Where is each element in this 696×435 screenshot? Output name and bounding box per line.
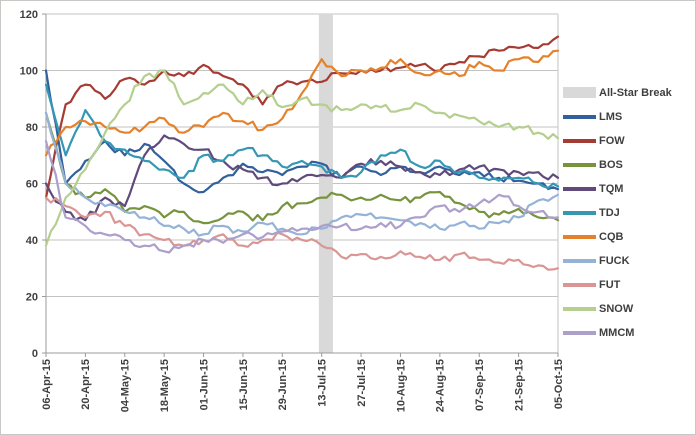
y-tick-label: 80 [26, 122, 38, 134]
x-tick-label: 05-Oct-15 [553, 359, 565, 409]
series-line-fut [44, 196, 560, 271]
y-tick-label: 60 [26, 179, 38, 191]
y-tick-label: 20 [26, 292, 38, 304]
legend-label: LMS [599, 110, 623, 123]
x-tick-label: 10-Aug-15 [395, 359, 407, 412]
y-tick-label: 100 [20, 66, 38, 78]
legend-swatch-snow [563, 306, 596, 311]
legend-item-tdj: TDJ [563, 205, 693, 220]
legend-swatch-tdj [563, 210, 596, 215]
series-line-fow [44, 35, 560, 199]
legend-swatch-cqb [563, 234, 596, 239]
x-tick-label: 29-Jun-15 [277, 359, 289, 410]
series-line-mmcm [44, 140, 560, 254]
legend-item-cqb: CQB [563, 229, 693, 244]
y-tick-label: 0 [32, 348, 38, 360]
legend-swatch-lms [563, 114, 596, 119]
y-tick-label: 40 [26, 235, 38, 247]
legend-swatch-bos [563, 162, 596, 167]
legend-label: SNOW [599, 302, 634, 315]
x-tick-label: 24-Aug-15 [435, 359, 447, 412]
legend-label: CQB [599, 230, 624, 243]
legend-item-tqm: TQM [563, 181, 693, 196]
x-tick-label: 18-May-15 [159, 359, 171, 412]
legend-label: All-Star Break [599, 86, 672, 99]
legend-label: TDJ [599, 206, 620, 219]
legend-label: FOW [599, 134, 625, 147]
x-tick-label: 07-Sep-15 [474, 359, 486, 411]
x-tick-label: 21-Sep-15 [513, 359, 525, 411]
x-tick-label: 04-May-15 [120, 359, 132, 412]
legend-label: TQM [599, 182, 624, 195]
legend-item-fow: FOW [563, 133, 693, 148]
x-tick-label: 13-Jul-15 [317, 359, 329, 407]
x-tick-label: 27-Jul-15 [356, 359, 368, 407]
x-tick-label: 20-Apr-15 [80, 359, 92, 410]
legend-label: FUCK [599, 254, 630, 267]
series-line-cqb [44, 49, 560, 157]
legend-swatch-all-star-break [563, 87, 596, 98]
series-line-fuck [44, 111, 560, 237]
legend-item-snow: SNOW [563, 301, 693, 316]
legend-label: MMCM [599, 326, 635, 339]
x-tick-label: 01-Jun-15 [198, 359, 210, 410]
chart-legend: All-Star Break LMS FOW BOS TQM TDJ CQB FUCK FUT S… [563, 85, 693, 340]
x-tick-label: 06-Apr-15 [41, 359, 53, 410]
series-line-tqm [44, 134, 560, 222]
legend-swatch-fow [563, 138, 596, 143]
legend-item-lms: LMS [563, 109, 693, 124]
legend-label: FUT [599, 278, 621, 291]
legend-item-fut: FUT [563, 277, 693, 292]
legend-item-all-star-break: All-Star Break [563, 85, 693, 100]
legend-item-bos: BOS [563, 157, 693, 172]
legend-swatch-tqm [563, 186, 596, 191]
legend-item-mmcm: MMCM [563, 325, 693, 340]
legend-swatch-mmcm [563, 330, 596, 335]
series-line-snow [44, 69, 560, 247]
series-line-bos [44, 111, 560, 225]
all-star-break-band [318, 14, 333, 353]
legend-item-fuck: FUCK [563, 253, 693, 268]
legend-label: BOS [599, 158, 623, 171]
y-tick-label: 120 [20, 9, 38, 21]
x-tick-label: 15-Jun-15 [238, 359, 250, 410]
legend-swatch-fuck [563, 258, 596, 263]
legend-swatch-fut [563, 282, 596, 287]
series-line-tdj [44, 83, 560, 189]
